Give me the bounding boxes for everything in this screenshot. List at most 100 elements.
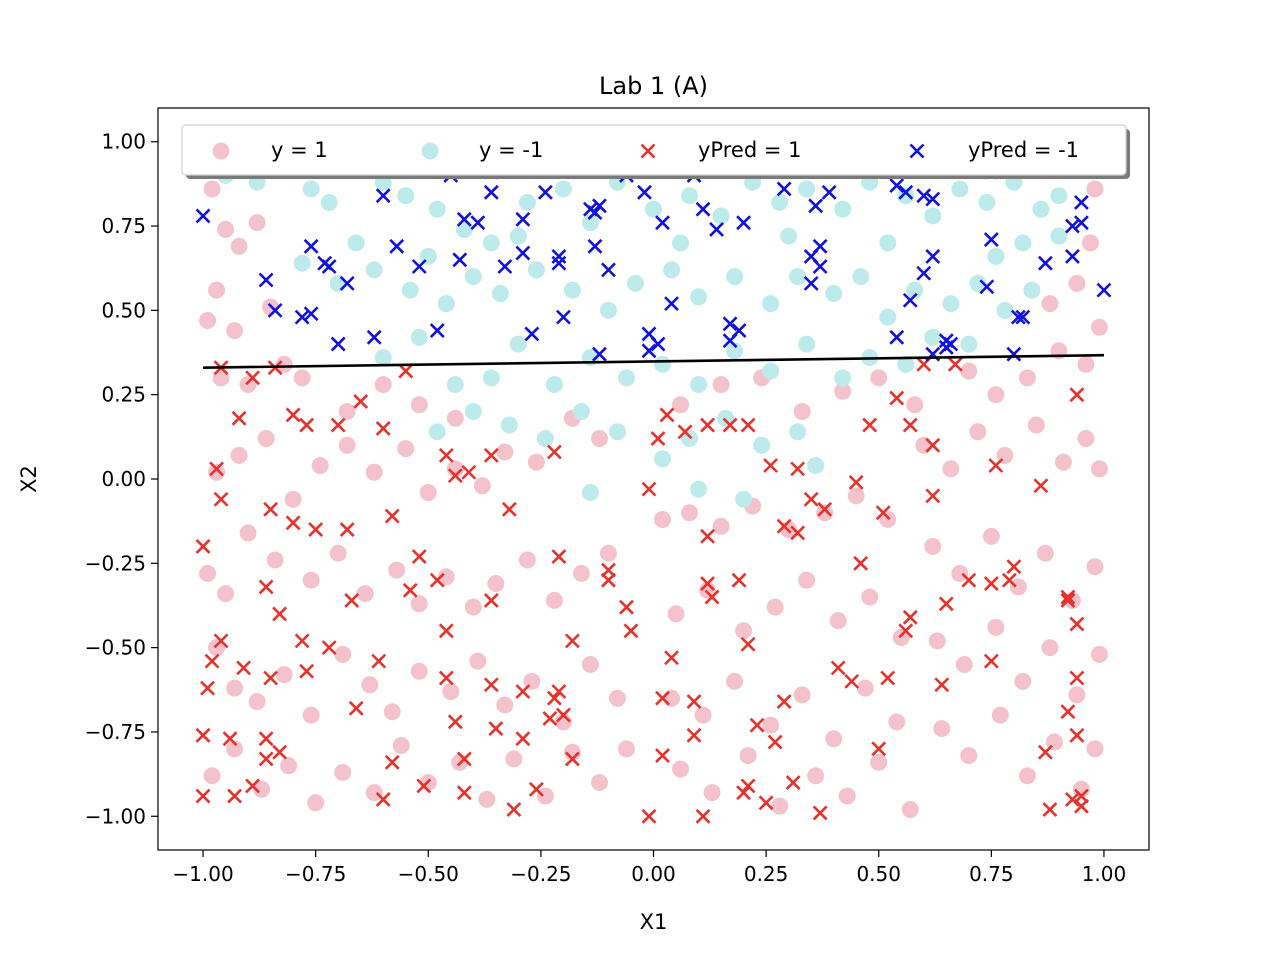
data-point [248, 693, 266, 711]
data-point [199, 564, 217, 582]
data-point-x [790, 461, 806, 477]
data-point [356, 585, 374, 603]
data-point-x [1069, 616, 1085, 632]
data-point-x [285, 515, 301, 531]
data-point-x [934, 677, 950, 693]
data-point [365, 784, 383, 802]
data-point-x [375, 420, 391, 436]
legend-label: yPred = -1 [968, 138, 1079, 162]
data-point-x [758, 795, 774, 811]
data-point-x [709, 221, 724, 237]
y-tick-label: 1.00 [101, 130, 146, 154]
data-point [960, 747, 978, 765]
data-point-x [700, 528, 715, 544]
data-point-x [641, 808, 657, 824]
data-point-x [731, 323, 747, 339]
data-point [428, 423, 446, 441]
data-point [838, 787, 856, 805]
data-point [446, 409, 464, 427]
data-point-x [695, 808, 711, 824]
data-point-x [925, 191, 941, 207]
data-point [599, 301, 617, 319]
data-point [987, 386, 1005, 404]
data-point-x [592, 198, 607, 214]
legend-label: y = 1 [271, 138, 328, 162]
data-point [798, 335, 816, 353]
x-tick-label: 0.25 [744, 862, 789, 886]
data-point-x [258, 731, 274, 747]
data-point [906, 281, 924, 299]
data-point [735, 490, 753, 508]
data-point [892, 629, 910, 647]
data-point-x [1015, 309, 1031, 325]
y-tick-label: 0.75 [101, 214, 146, 238]
data-point [617, 740, 635, 758]
data-point [487, 575, 505, 593]
x-tick-label: −0.25 [510, 862, 571, 886]
data-point-x [1037, 744, 1053, 760]
data-point [969, 423, 987, 441]
data-point-x [700, 576, 715, 591]
data-point [1086, 558, 1104, 576]
data-point-x [447, 714, 463, 730]
data-point-x [983, 653, 999, 669]
data-point [654, 450, 672, 468]
data-point-x [875, 505, 891, 521]
data-point-x [853, 555, 869, 571]
data-point-x [470, 215, 486, 231]
data-point [726, 672, 744, 690]
data-point-x [555, 707, 571, 723]
data-point-x [740, 417, 756, 433]
data-point-x [925, 437, 941, 453]
data-point [361, 676, 379, 694]
data-point-x [659, 407, 675, 423]
data-point-x [1065, 218, 1080, 234]
data-point [807, 767, 825, 785]
data-point [654, 355, 672, 373]
data-point-x [1074, 215, 1089, 231]
data-point [879, 308, 897, 326]
data-point [1090, 318, 1108, 336]
data-point [397, 187, 415, 205]
data-point-x [303, 238, 319, 254]
legend-entry: y = -1 [421, 138, 543, 162]
data-point-x [655, 748, 670, 763]
data-point-x [623, 623, 639, 639]
data-point-x [1001, 572, 1017, 588]
data-point [793, 403, 811, 421]
data-point [861, 588, 879, 606]
data-point-x [245, 370, 261, 386]
data-point-x [555, 309, 571, 325]
data-point [464, 268, 482, 286]
data-point [410, 595, 428, 613]
data-point-x [889, 329, 905, 345]
data-point-x [461, 464, 477, 480]
data-point [852, 268, 870, 286]
data-point [536, 430, 554, 448]
data-point-x [902, 292, 918, 308]
legend-box [181, 124, 1127, 176]
data-point-x [763, 458, 779, 473]
data-point [1018, 369, 1036, 387]
data-point [1023, 281, 1041, 299]
data-point-x [330, 417, 346, 433]
legend-entry: yPred = 1 [640, 138, 801, 162]
data-point-x [803, 491, 819, 507]
data-point [208, 639, 226, 657]
data-point [608, 423, 626, 441]
data-point-x [1010, 309, 1026, 325]
data-point [915, 436, 933, 454]
data-point [829, 612, 847, 630]
x-tick-label: −0.75 [285, 862, 346, 886]
data-point-x [195, 727, 211, 743]
data-point-x [488, 721, 504, 737]
data-point [464, 598, 482, 616]
data-point-x [384, 754, 400, 770]
data-point [230, 446, 248, 464]
data-point [338, 436, 356, 454]
data-point-x [272, 606, 288, 622]
data-point [825, 285, 843, 302]
data-point-x [321, 640, 337, 656]
data-point-x [844, 673, 860, 689]
data-point [208, 463, 226, 481]
